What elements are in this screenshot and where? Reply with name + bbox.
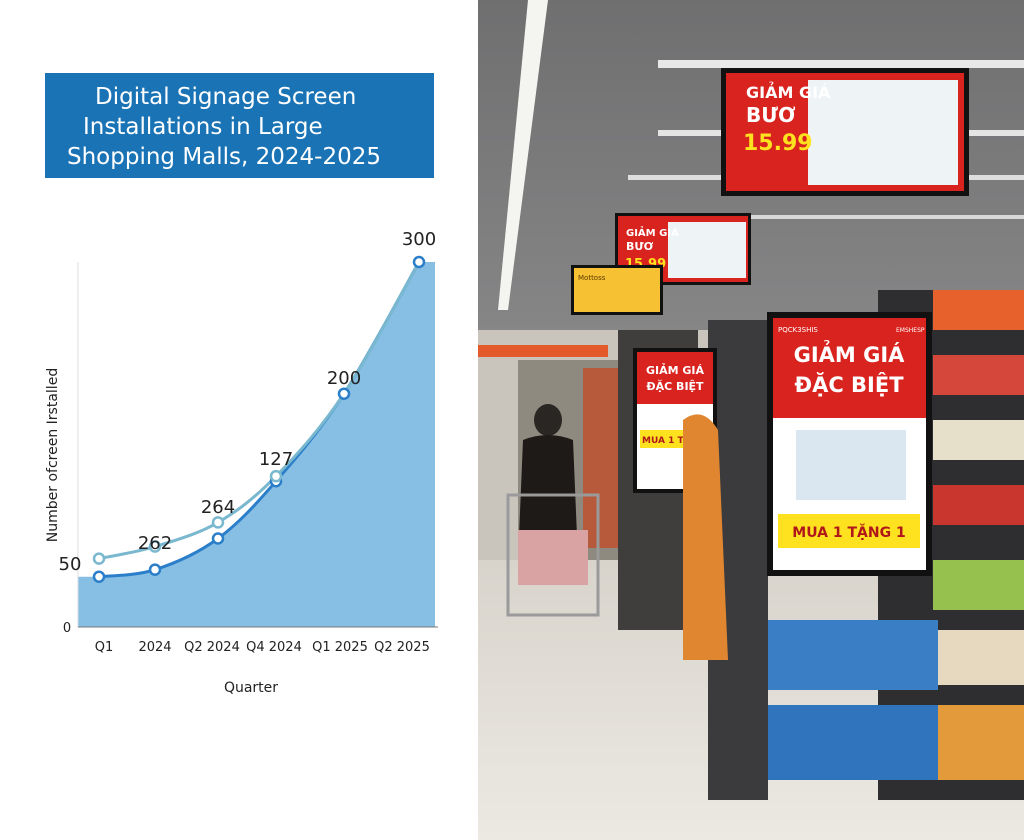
chart-title-line-1: Digital Signage Screen bbox=[95, 84, 357, 110]
shelf-products bbox=[933, 355, 1024, 395]
shelf-products-blue bbox=[768, 705, 938, 780]
area-chart: 50 262 264 127 200 300 Q1 2024 Q2 2024 Q4 2024 Q1 … bbox=[45, 229, 438, 696]
chart-title-line-2: Installations in Large bbox=[83, 114, 323, 140]
y-tick-label: 0 bbox=[63, 621, 71, 636]
data-point bbox=[337, 387, 351, 400]
data-label: 262 bbox=[138, 533, 172, 554]
light-strip bbox=[498, 0, 548, 310]
product-photo bbox=[668, 222, 746, 278]
big-panel-promo: MUA 1 TẶNG 1 bbox=[792, 523, 905, 541]
product-photo bbox=[808, 80, 958, 185]
area-fill bbox=[78, 262, 435, 627]
chart-title-box: Digital Signage Screen Installations in … bbox=[45, 73, 434, 178]
shelf-products bbox=[933, 630, 1024, 685]
small-panel-line1: GIẢM GIÁ bbox=[646, 363, 705, 377]
light-strip bbox=[628, 215, 1024, 219]
big-panel-line2: ĐẶC BIỆT bbox=[794, 371, 904, 397]
shopper-body bbox=[518, 435, 578, 560]
big-panel-brand-right: EMSHESP bbox=[896, 327, 925, 334]
data-point bbox=[92, 570, 106, 583]
hanging-small-brand: Mottoss bbox=[578, 274, 606, 282]
data-label: 300 bbox=[402, 229, 436, 250]
x-tick-label: Q2 2024 bbox=[184, 640, 240, 655]
product-photo bbox=[796, 430, 906, 500]
hanging-top-line2: BƯƠ bbox=[746, 103, 796, 127]
light-strip bbox=[658, 60, 1024, 68]
shelf-products-blue bbox=[768, 620, 938, 690]
data-point bbox=[92, 552, 106, 565]
store-banner bbox=[478, 345, 608, 357]
supermarket-scene: GIẢM GIÁ BƯƠ 15.99 GIẢM GIÁ BƯƠ 15.99 Mo… bbox=[478, 0, 1024, 840]
data-label: 200 bbox=[327, 368, 361, 389]
shelf-products bbox=[938, 705, 1024, 780]
shelf-products bbox=[933, 420, 1024, 460]
hanging-mid-line1: GIẢM GIÁ bbox=[626, 225, 679, 239]
supermarket-photo: GIẢM GIÁ BƯƠ 15.99 GIẢM GIÁ BƯƠ 15.99 Mo… bbox=[478, 0, 1024, 840]
shopper-blur bbox=[683, 414, 728, 660]
y-axis-label: Number ofcreen Irstalled bbox=[45, 368, 61, 542]
data-point bbox=[211, 516, 225, 529]
shelf-products bbox=[933, 485, 1024, 525]
shopping-cart bbox=[506, 493, 600, 617]
shopper-head bbox=[534, 404, 562, 436]
small-panel-promo: MUA 1 TẶNG bbox=[642, 435, 706, 446]
cart-contents bbox=[518, 530, 588, 585]
data-label: 127 bbox=[259, 449, 293, 470]
data-label: 264 bbox=[201, 497, 235, 518]
data-label: 50 bbox=[59, 554, 82, 575]
x-tick-label: Q1 2025 bbox=[312, 640, 368, 655]
big-panel-brand-left: PQCK3SHIS bbox=[778, 326, 818, 334]
shelf-products bbox=[933, 290, 1024, 330]
data-point bbox=[269, 469, 283, 483]
hanging-top-line1: GIẢM GIÁ bbox=[746, 81, 831, 102]
x-tick-label: Q4 2024 bbox=[246, 640, 302, 655]
data-point bbox=[148, 563, 162, 576]
chart-panel: Digital Signage Screen Installations in … bbox=[0, 0, 478, 840]
x-tick-label: Q2 2025 bbox=[374, 640, 430, 655]
hanging-top-price: 15.99 bbox=[743, 131, 813, 156]
shelf-products bbox=[933, 560, 1024, 610]
big-panel-line1: GIẢM GIÁ bbox=[794, 340, 906, 367]
chart-title-line-3: Shopping Malls, 2024-2025 bbox=[67, 144, 382, 170]
hanging-mid-line2: BƯƠ bbox=[626, 240, 654, 253]
small-panel-line2: ĐẶC BIỆT bbox=[646, 379, 704, 393]
x-axis-label: Quarter bbox=[224, 680, 278, 696]
data-point bbox=[412, 255, 426, 269]
x-tick-label: 2024 bbox=[138, 640, 171, 655]
x-tick-label: Q1 bbox=[95, 640, 114, 655]
data-point bbox=[211, 532, 225, 545]
data-point bbox=[148, 540, 162, 553]
